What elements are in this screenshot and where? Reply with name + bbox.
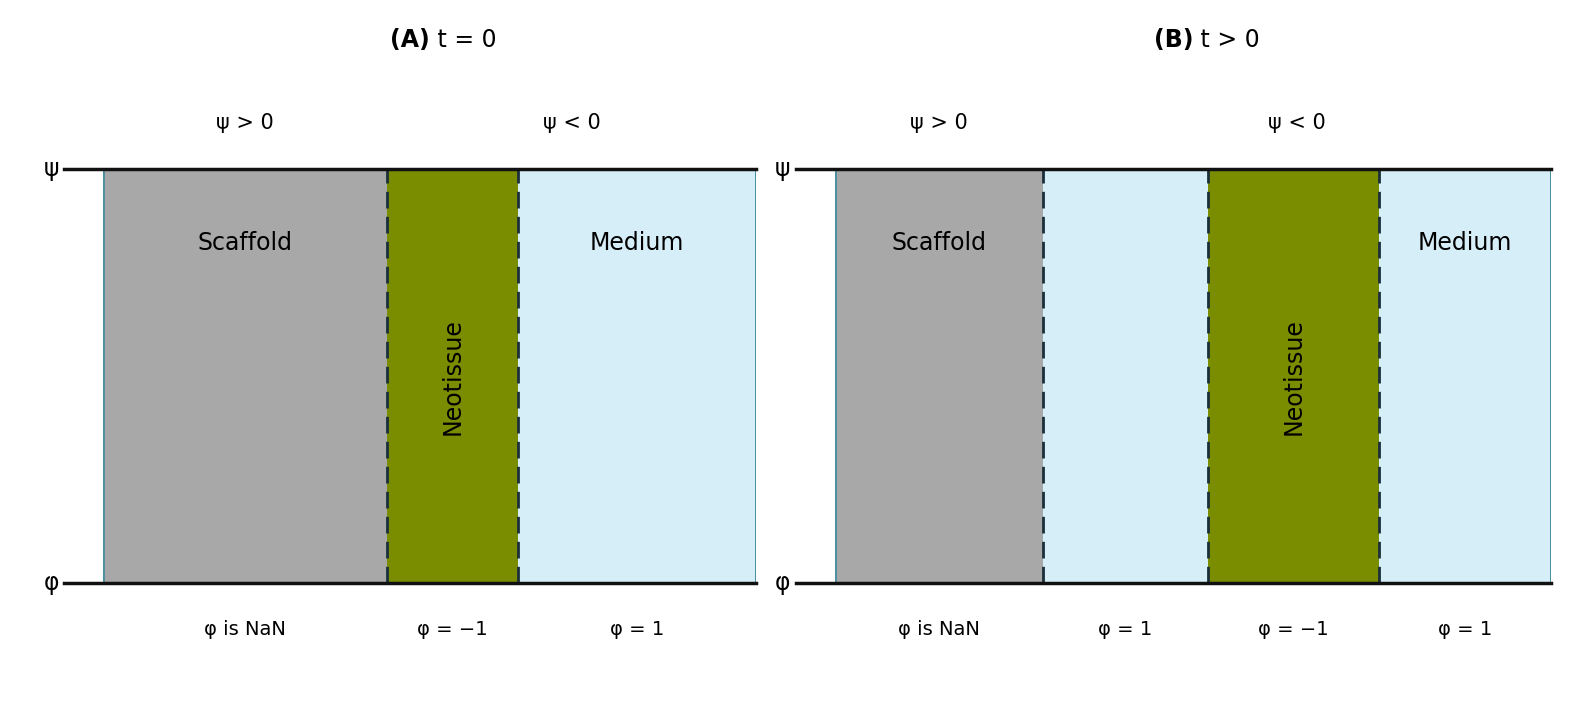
Text: t = 0: t = 0	[430, 28, 496, 52]
Text: ψ < 0: ψ < 0	[543, 113, 600, 133]
Text: Medium: Medium	[590, 231, 684, 255]
Text: (A): (A)	[390, 28, 430, 52]
Text: φ = −1: φ = −1	[1258, 619, 1328, 639]
Text: Neotissue: Neotissue	[441, 318, 465, 434]
Text: Medium: Medium	[1418, 231, 1513, 255]
Text: ψ < 0: ψ < 0	[1268, 113, 1325, 133]
Text: φ = −1: φ = −1	[417, 619, 488, 639]
Text: ψ > 0: ψ > 0	[910, 113, 967, 133]
Bar	[103, 169, 387, 583]
Text: φ = 1: φ = 1	[609, 619, 663, 639]
Text: (B): (B)	[1153, 28, 1193, 52]
Text: Neotissue: Neotissue	[1281, 318, 1306, 434]
Text: ψ > 0: ψ > 0	[216, 113, 274, 133]
Bar	[1208, 169, 1379, 583]
Bar	[835, 169, 1044, 583]
Text: φ is NaN: φ is NaN	[204, 619, 286, 639]
Text: ψ: ψ	[775, 157, 791, 181]
Text: Scaffold: Scaffold	[891, 231, 986, 255]
Text: t > 0: t > 0	[1193, 28, 1260, 52]
Bar	[387, 169, 517, 583]
Text: φ: φ	[775, 572, 791, 595]
Text: φ: φ	[43, 572, 59, 595]
Text: φ = 1: φ = 1	[1098, 619, 1152, 639]
Text: Scaffold: Scaffold	[197, 231, 293, 255]
Text: φ is NaN: φ is NaN	[899, 619, 980, 639]
Text: φ = 1: φ = 1	[1438, 619, 1492, 639]
Text: ψ: ψ	[43, 157, 59, 181]
